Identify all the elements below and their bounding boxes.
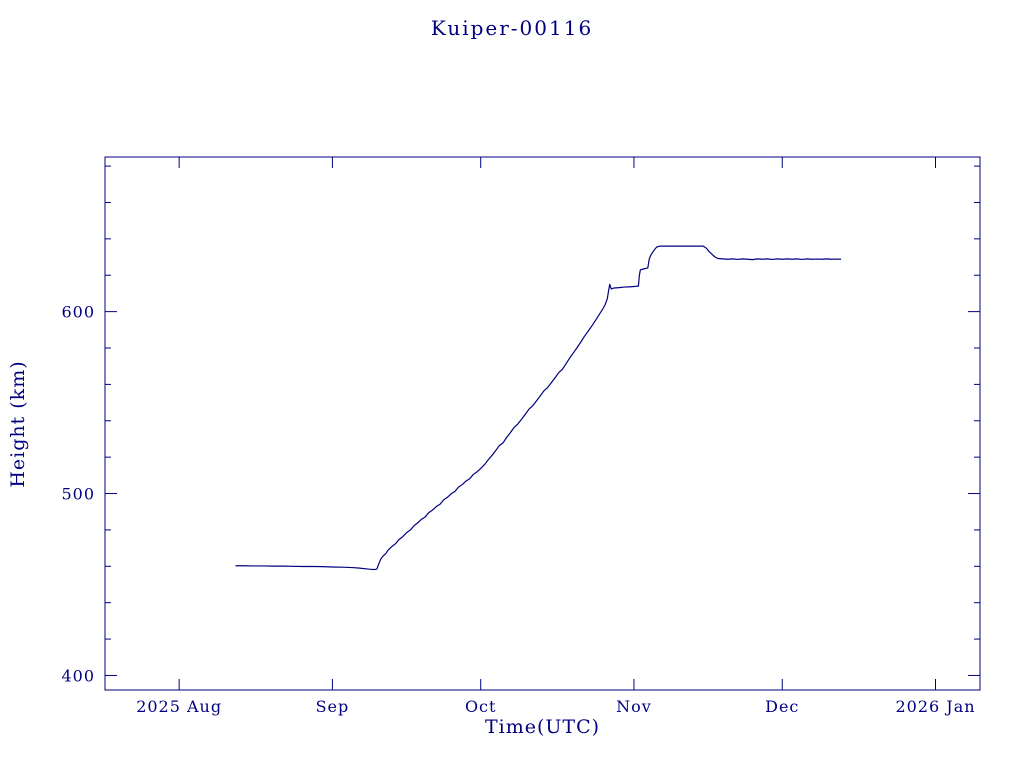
x-tick-label: 2025 Aug (136, 697, 222, 716)
x-axis-label: Time(UTC) (484, 716, 601, 738)
x-tick-label: Dec (765, 697, 799, 716)
chart-title: Kuiper-00116 (430, 16, 594, 40)
y-tick-label: 400 (61, 666, 95, 685)
x-tick-label: Sep (316, 697, 350, 716)
x-tick-label: Nov (616, 697, 652, 716)
axis-box (104, 156, 981, 691)
y-tick-label: 600 (61, 303, 95, 322)
x-tick-label: 2026 Jan (895, 697, 975, 716)
data-line-height (235, 245, 842, 571)
y-tick-label: 500 (61, 485, 95, 504)
x-tick-label: Oct (465, 697, 497, 716)
